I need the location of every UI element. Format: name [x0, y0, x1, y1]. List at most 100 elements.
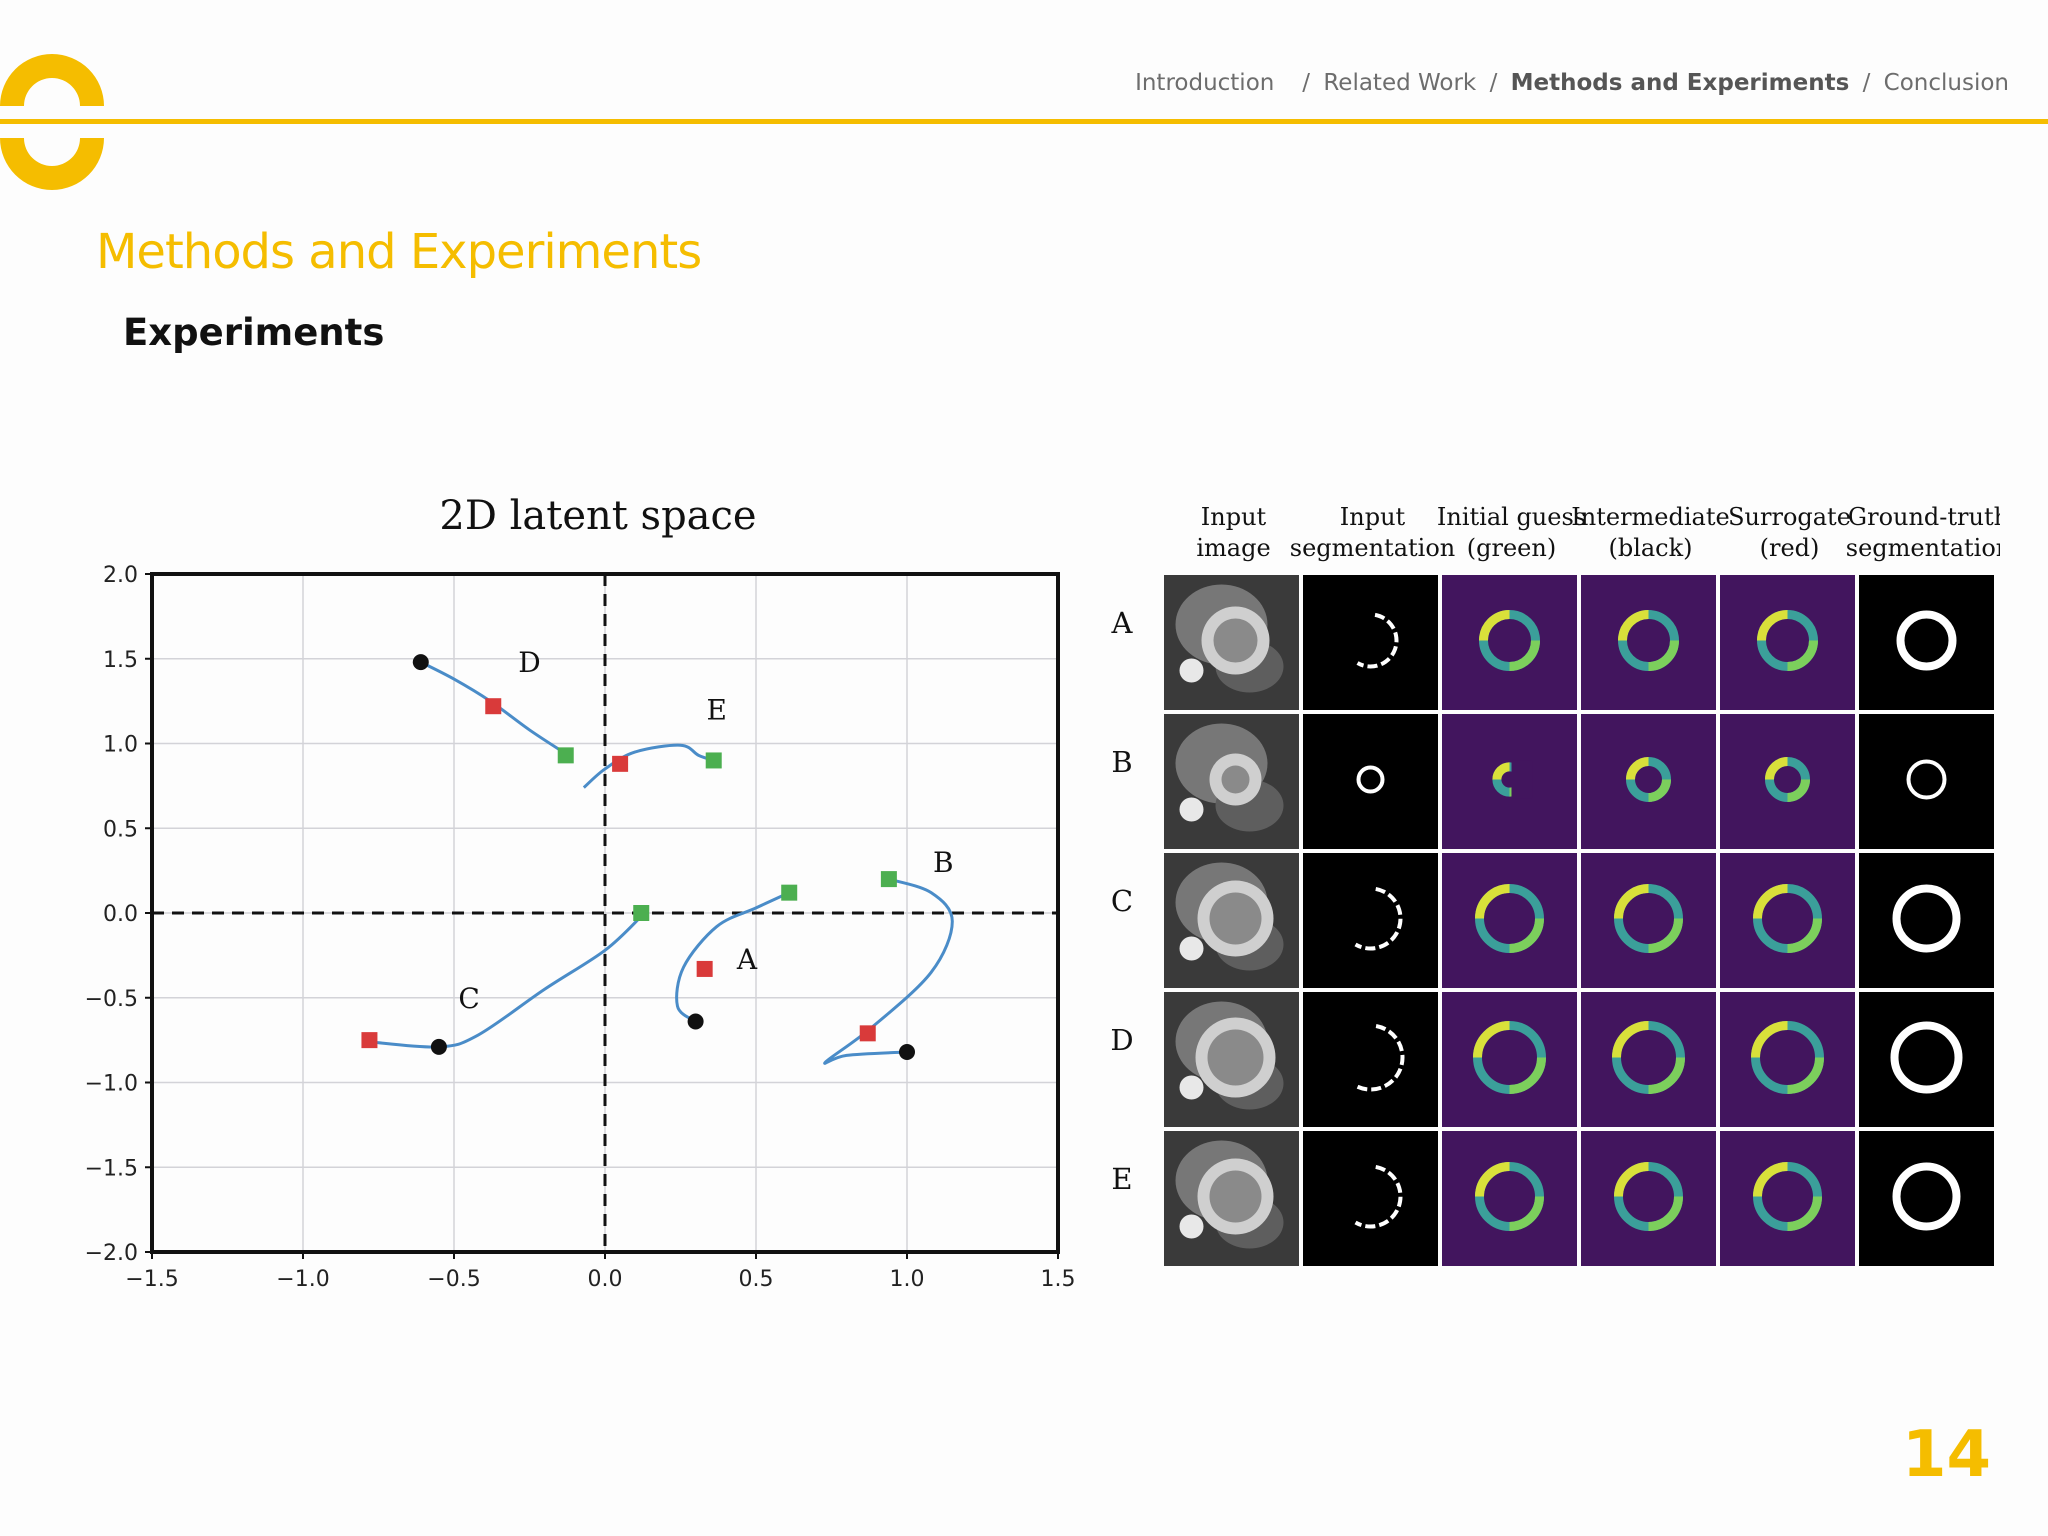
end-point-a	[781, 884, 798, 901]
x-tick-label: 1.0	[890, 1267, 925, 1292]
row-label-d: D	[1110, 1023, 1133, 1057]
intermediate-point-b	[859, 1025, 876, 1042]
series-line-e	[582, 743, 715, 789]
grid-cell	[1859, 575, 1994, 710]
grid-cell	[1442, 1131, 1577, 1266]
grid-cell	[1164, 992, 1299, 1127]
point-label-a: A	[736, 943, 758, 976]
grid-cell	[1859, 1131, 1994, 1266]
page-number: 14	[1901, 1418, 1991, 1492]
grid-cell	[1859, 714, 1994, 849]
grid-cell	[1303, 992, 1438, 1127]
column-header: Surrogate	[1728, 503, 1851, 531]
grid-cell	[1442, 853, 1577, 988]
point-label-d: D	[518, 646, 540, 679]
nav-item-methods[interactable]: Methods and Experiments	[1510, 70, 1850, 96]
point-label-c: C	[458, 982, 479, 1015]
column-header: (black)	[1608, 534, 1692, 562]
grid-cell	[1581, 1131, 1716, 1266]
series-line-c	[369, 915, 643, 1049]
grid-cell	[1581, 714, 1716, 849]
grid-cell	[1581, 853, 1716, 988]
grid-cell	[1164, 853, 1299, 988]
start-point-d	[412, 654, 429, 671]
breadcrumb-nav: Introduction / Related Work / Methods an…	[1135, 70, 2009, 96]
grid-cell	[1859, 853, 1994, 988]
y-tick-label: −1.0	[85, 1072, 138, 1097]
header-rule	[0, 119, 2048, 124]
y-tick-label: 0.5	[103, 817, 138, 842]
column-header: Input	[1340, 503, 1406, 531]
column-header: (red)	[1760, 534, 1820, 562]
slide-title: Methods and Experiments	[96, 224, 702, 280]
series-line-a	[675, 891, 790, 1023]
row-label-c: C	[1111, 884, 1133, 918]
y-tick-label: −2.0	[85, 1241, 138, 1266]
grid-cell	[1720, 714, 1855, 849]
y-tick-label: −0.5	[85, 987, 138, 1012]
row-label-a: A	[1111, 606, 1134, 640]
grid-cell	[1720, 853, 1855, 988]
nav-item-introduction[interactable]: Introduction	[1135, 70, 1275, 96]
nav-item-related-work[interactable]: Related Work	[1323, 70, 1477, 96]
grid-cell	[1859, 992, 1994, 1127]
point-label-e: E	[707, 694, 727, 727]
end-point-b	[880, 871, 897, 888]
grid-cell	[1303, 575, 1438, 710]
column-header: segmentation	[1290, 534, 1455, 562]
intermediate-point-d	[485, 698, 502, 715]
grid-cell	[1164, 714, 1299, 849]
row-label-b: B	[1111, 745, 1132, 779]
start-point-c	[430, 1038, 447, 1055]
y-tick-label: 1.5	[103, 648, 138, 673]
grid-cell	[1720, 992, 1855, 1127]
x-tick-label: 0.0	[588, 1267, 623, 1292]
column-header: image	[1196, 534, 1270, 562]
column-header: Initial guess	[1437, 503, 1586, 531]
grid-cell	[1720, 575, 1855, 710]
end-point-d	[557, 747, 574, 764]
y-tick-label: 1.0	[103, 733, 138, 758]
row-label-e: E	[1111, 1162, 1132, 1196]
column-header: Ground-truth	[1848, 503, 2000, 531]
grid-cell	[1303, 1131, 1438, 1266]
grid-cell	[1303, 714, 1438, 849]
logo	[0, 54, 104, 190]
column-header: (green)	[1467, 534, 1556, 562]
column-header: segmentation	[1846, 534, 2000, 562]
x-tick-label: −1.0	[276, 1267, 329, 1292]
intermediate-point-c	[361, 1032, 378, 1049]
nav-item-conclusion[interactable]: Conclusion	[1883, 70, 2009, 96]
column-header: Intermediate	[1571, 503, 1729, 531]
y-tick-label: −1.5	[85, 1156, 138, 1181]
x-tick-label: 0.5	[739, 1267, 774, 1292]
x-tick-label: 1.5	[1041, 1267, 1076, 1292]
segmentation-grid: Input image Input segmentation Initial guess…	[1110, 503, 2000, 1266]
nav-separator: /	[1489, 70, 1498, 96]
intermediate-point-e	[612, 755, 629, 772]
intermediate-point-a	[696, 960, 713, 977]
end-point-c	[633, 905, 650, 921]
grid-cell	[1581, 992, 1716, 1127]
nav-separator: /	[1287, 70, 1311, 96]
series-line-b	[823, 877, 954, 1065]
plot-frame	[150, 572, 1060, 1254]
point-label-b: B	[933, 846, 954, 879]
grid-cell	[1164, 575, 1299, 710]
x-tick-label: −1.5	[125, 1267, 178, 1292]
grid-cell	[1442, 714, 1577, 849]
y-tick-label: 2.0	[103, 563, 138, 588]
start-point-b	[899, 1043, 915, 1060]
grid-cell	[1442, 575, 1577, 710]
grid-cell	[1581, 575, 1716, 710]
latent-space-chart: 2D latent space −1.5 −1.0 −0.5 0.0 0.5 1.0 1.5…	[85, 493, 1076, 1292]
grid-cell	[1164, 1131, 1299, 1266]
end-point-e	[705, 752, 722, 769]
grid-cell	[1303, 853, 1438, 988]
start-point-a	[687, 1013, 704, 1030]
y-tick-label: 0.0	[103, 902, 138, 927]
slide-subtitle: Experiments	[123, 311, 385, 354]
grid-cell	[1720, 1131, 1855, 1266]
chart-title: 2D latent space	[439, 493, 756, 539]
grid-cell	[1442, 992, 1577, 1127]
